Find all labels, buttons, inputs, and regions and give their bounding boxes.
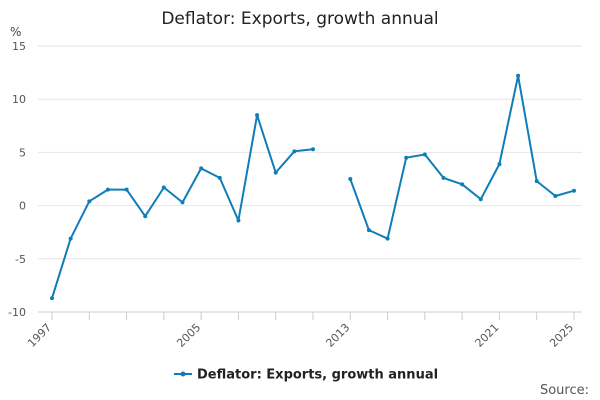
- source-label: Source:: [540, 383, 589, 398]
- y-tick-label: 0: [19, 200, 26, 213]
- y-tick-label: 15: [12, 40, 26, 53]
- data-point[interactable]: [497, 162, 502, 167]
- data-point[interactable]: [348, 177, 353, 181]
- gridlines: [38, 45, 582, 313]
- y-axis-unit: %: [10, 25, 21, 39]
- data-point[interactable]: [311, 147, 315, 152]
- data-point[interactable]: [217, 175, 222, 180]
- legend-swatch-marker: [180, 371, 186, 377]
- x-tick-label: 2021: [473, 321, 502, 350]
- data-point[interactable]: [68, 236, 73, 241]
- data-point[interactable]: [422, 152, 427, 157]
- data-point[interactable]: [292, 149, 297, 154]
- data-point[interactable]: [441, 175, 446, 180]
- y-tick-label: 5: [19, 146, 26, 159]
- data-point[interactable]: [236, 218, 241, 223]
- data-point[interactable]: [478, 197, 483, 202]
- y-tick-label: -5: [15, 253, 26, 266]
- legend[interactable]: Deflator: Exports, growth annual: [174, 368, 438, 383]
- data-point[interactable]: [50, 296, 54, 301]
- data-point[interactable]: [180, 200, 185, 205]
- x-tick-label: 2013: [323, 321, 352, 350]
- data-point[interactable]: [366, 228, 371, 233]
- x-axis: 1997 2005 2013 2021 2025: [25, 311, 582, 350]
- data-point[interactable]: [460, 182, 465, 187]
- data-point[interactable]: [199, 166, 204, 171]
- x-tick-label: 1997: [25, 321, 54, 350]
- series-group: [50, 73, 576, 301]
- y-tick-label: 10: [12, 93, 26, 106]
- data-point[interactable]: [255, 113, 260, 118]
- data-point[interactable]: [553, 194, 558, 199]
- chart-title: Deflator: Exports, growth annual: [161, 9, 438, 29]
- data-point[interactable]: [534, 179, 539, 184]
- data-point[interactable]: [143, 214, 148, 219]
- data-point[interactable]: [87, 199, 92, 204]
- x-tick-label: 2005: [174, 321, 203, 350]
- y-axis-ticks: -10 -5 0 5 10 15: [8, 40, 26, 319]
- y-tick-label: -10: [8, 306, 26, 319]
- legend-label: Deflator: Exports, growth annual: [197, 368, 438, 383]
- data-point[interactable]: [404, 155, 409, 160]
- data-point[interactable]: [105, 187, 110, 192]
- series-line: [51, 74, 575, 299]
- data-point[interactable]: [161, 185, 166, 190]
- data-point[interactable]: [385, 236, 390, 241]
- data-point[interactable]: [124, 187, 129, 192]
- x-tick-label: 2025: [547, 321, 576, 350]
- data-point[interactable]: [516, 73, 521, 78]
- data-point[interactable]: [572, 188, 576, 193]
- data-point[interactable]: [273, 170, 278, 175]
